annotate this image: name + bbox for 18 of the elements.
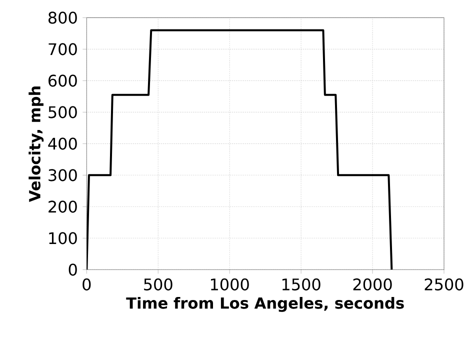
y-tick-label: 400 <box>48 138 77 150</box>
x-tick-label: 0 <box>82 278 91 290</box>
x-tick-label: 1000 <box>211 278 249 290</box>
y-tick-label: 600 <box>48 74 77 87</box>
y-tick-label: 100 <box>49 232 77 244</box>
x-tick-label: 2500 <box>424 278 464 290</box>
y-tick-label: 500 <box>48 106 77 118</box>
y-axis-title: Velocity, mph <box>28 86 44 202</box>
x-axis-title: Time from Los Angeles, seconds <box>126 296 404 312</box>
y-tick-label: 0 <box>68 264 77 276</box>
y-tick-label: 800 <box>48 12 77 24</box>
y-tick-label: 200 <box>48 200 77 213</box>
x-tick-label: 500 <box>144 278 172 290</box>
y-tick-label: 700 <box>48 43 77 56</box>
y-tick-label: 300 <box>48 169 77 182</box>
x-tick-label: 1500 <box>282 278 320 290</box>
x-tick-label: 2000 <box>353 278 392 290</box>
line-series <box>86 29 393 270</box>
